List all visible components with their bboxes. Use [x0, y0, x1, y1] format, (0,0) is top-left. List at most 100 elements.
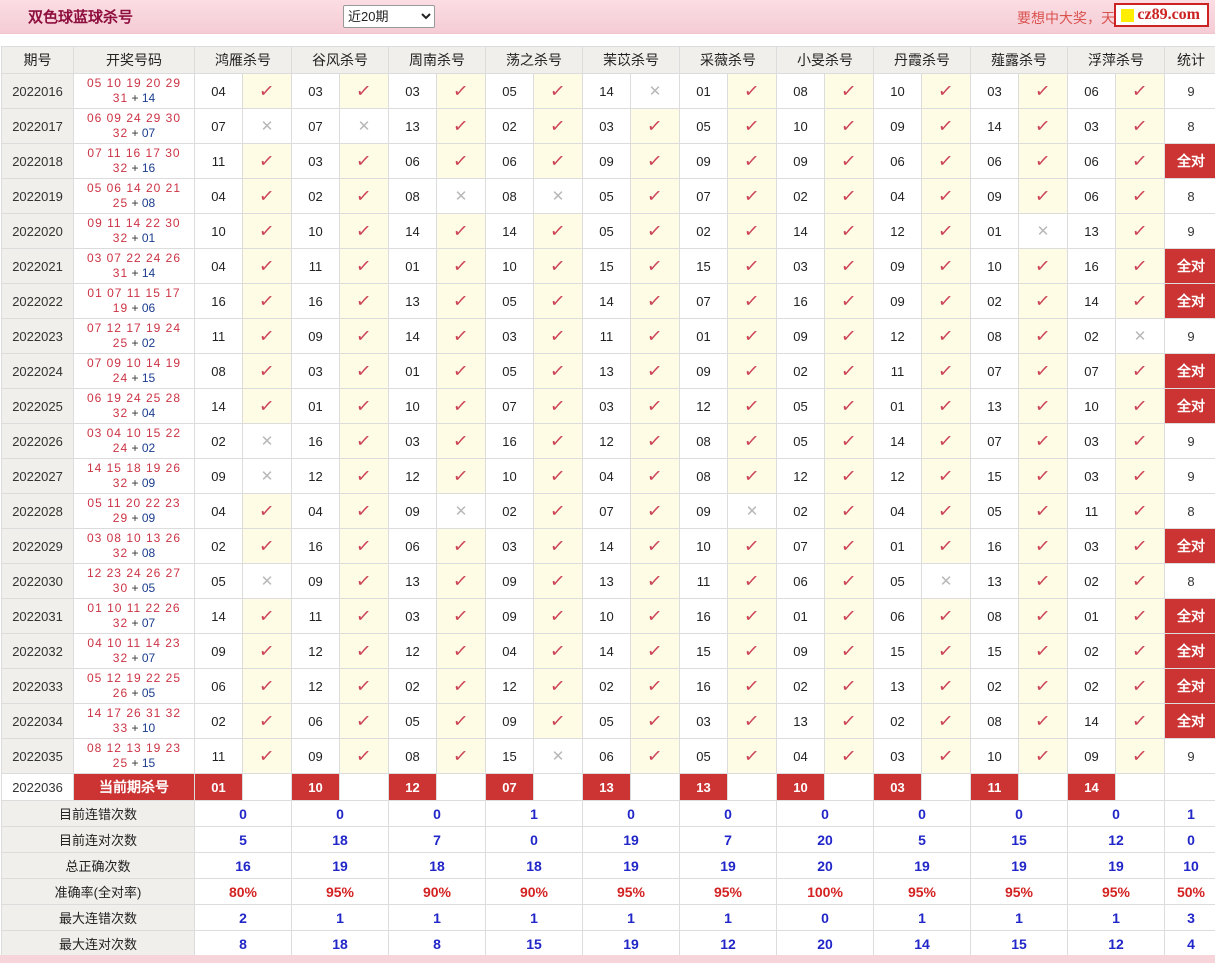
stat-full-match-badge: 全对 [1164, 353, 1215, 389]
check-icon: ✓ [339, 318, 389, 354]
check-icon: ✓ [242, 73, 292, 109]
kill-number: 15 [970, 633, 1019, 669]
summary-value: 0 [776, 800, 874, 827]
kill-number: 06 [970, 143, 1019, 179]
draw-numbers: 05 11 20 22 23 29 + 09 [73, 493, 195, 529]
summary-value: 19 [679, 852, 777, 879]
period-range-select[interactable]: 近20期 [343, 5, 436, 28]
kill-number: 15 [873, 633, 922, 669]
check-icon: ✓ [436, 563, 486, 599]
kill-number: 08 [679, 458, 728, 494]
kill-number: 14 [194, 598, 243, 634]
kill-number: 11 [194, 738, 243, 774]
kill-number: 02 [582, 668, 631, 704]
kill-number: 16 [291, 283, 340, 319]
summary-value: 18 [485, 852, 583, 879]
kill-number: 03 [291, 143, 340, 179]
table-row: 2022016 05 10 19 20 29 31 + 14 04 ✓ 03 ✓ 03 ✓ 05 ✓… [1, 73, 1215, 109]
summary-row: 目前连错次数 0 0 0 1 0 0 0 0 0 0 1 [1, 800, 1215, 827]
table-row: 2022017 06 09 24 29 30 32 + 07 07 ✕ 07 ✕ 13 ✓ 02 ✓… [1, 108, 1215, 144]
kill-number: 10 [388, 388, 437, 424]
empty-cell [533, 773, 583, 801]
check-icon: ✓ [921, 178, 971, 214]
kill-number: 10 [1067, 388, 1116, 424]
cross-icon: ✕ [630, 73, 680, 109]
kill-number: 05 [485, 353, 534, 389]
check-icon: ✓ [242, 143, 292, 179]
kill-number: 06 [776, 563, 825, 599]
stat-cell: 9 [1164, 423, 1215, 459]
kill-number: 01 [970, 213, 1019, 249]
check-icon: ✓ [1115, 73, 1165, 109]
stat-cell: 9 [1164, 318, 1215, 354]
summary-value: 12 [1067, 930, 1165, 957]
kill-number: 14 [582, 283, 631, 319]
table-row: 2022031 01 10 11 22 26 32 + 07 14 ✓ 11 ✓ 03 ✓ 09 ✓… [1, 598, 1215, 634]
check-icon: ✓ [1018, 528, 1068, 564]
kill-number: 09 [1067, 738, 1116, 774]
period-cell: 2022028 [1, 493, 74, 529]
check-icon: ✓ [339, 143, 389, 179]
kill-number: 06 [873, 598, 922, 634]
kill-number: 16 [679, 598, 728, 634]
kill-number: 05 [873, 563, 922, 599]
kill-number: 14 [776, 213, 825, 249]
column-header-draw: 开奖号码 [73, 46, 195, 74]
check-icon: ✓ [1115, 633, 1165, 669]
kill-number: 16 [194, 283, 243, 319]
check-icon: ✓ [533, 388, 583, 424]
kill-number: 09 [776, 633, 825, 669]
kill-number: 03 [582, 388, 631, 424]
kill-number: 03 [582, 108, 631, 144]
check-icon: ✓ [1018, 668, 1068, 704]
table-row: 2022022 01 07 11 15 17 19 + 06 16 ✓ 16 ✓ 13 ✓ 05 ✓… [1, 283, 1215, 319]
kill-number: 12 [291, 633, 340, 669]
kill-number: 08 [970, 703, 1019, 739]
current-kill-label: 当前期杀号 [73, 773, 195, 801]
kill-number: 08 [970, 598, 1019, 634]
kill-number: 09 [776, 143, 825, 179]
check-icon: ✓ [630, 353, 680, 389]
kill-number: 13 [970, 563, 1019, 599]
check-icon: ✓ [630, 633, 680, 669]
check-icon: ✓ [1115, 353, 1165, 389]
site-logo[interactable]: cz89.com [1114, 3, 1209, 27]
cross-icon: ✕ [242, 423, 292, 459]
kill-number: 05 [485, 73, 534, 109]
stat-full-match-badge: 全对 [1164, 143, 1215, 179]
kill-number: 14 [873, 423, 922, 459]
kill-number: 12 [388, 458, 437, 494]
check-icon: ✓ [1018, 598, 1068, 634]
kill-number: 02 [679, 213, 728, 249]
empty-cell [630, 773, 680, 801]
kill-number: 16 [679, 668, 728, 704]
kill-number: 02 [194, 423, 243, 459]
check-icon: ✓ [727, 388, 777, 424]
kill-number: 16 [776, 283, 825, 319]
empty-cell [436, 773, 486, 801]
summary-row: 准确率(全对率) 80% 95% 90% 90% 95% 95% 100% 95% 95% 95% 5… [1, 878, 1215, 905]
kill-number: 10 [582, 598, 631, 634]
check-icon: ✓ [1115, 283, 1165, 319]
cross-icon: ✕ [339, 108, 389, 144]
check-icon: ✓ [1018, 73, 1068, 109]
check-icon: ✓ [533, 633, 583, 669]
kill-number: 10 [776, 108, 825, 144]
kill-number: 04 [194, 178, 243, 214]
check-icon: ✓ [1018, 633, 1068, 669]
summary-value: 8 [194, 930, 292, 957]
summary-value: 18 [291, 930, 389, 957]
kill-number: 03 [776, 248, 825, 284]
kill-number: 07 [485, 388, 534, 424]
draw-numbers: 04 10 11 14 23 32 + 07 [73, 633, 195, 669]
kill-number: 03 [1067, 423, 1116, 459]
column-header-period: 期号 [1, 46, 74, 74]
check-icon: ✓ [339, 493, 389, 529]
check-icon: ✓ [727, 108, 777, 144]
check-icon: ✓ [630, 318, 680, 354]
kill-number: 01 [1067, 598, 1116, 634]
check-icon: ✓ [436, 423, 486, 459]
column-header-expert-7: 丹霞杀号 [873, 46, 971, 74]
check-icon: ✓ [533, 318, 583, 354]
kill-number: 15 [582, 248, 631, 284]
